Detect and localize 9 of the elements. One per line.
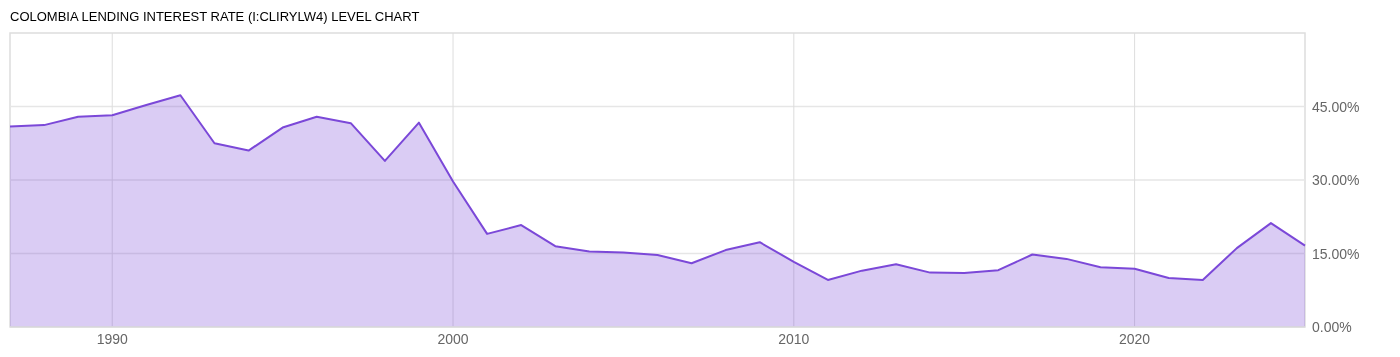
x-tick-label: 2020 <box>1119 331 1151 347</box>
y-tick-label: 15.00% <box>1312 245 1360 262</box>
y-tick-label: 45.00% <box>1312 98 1360 115</box>
chart-title: COLOMBIA LENDING INTEREST RATE (I:CLIRYLW4) LEVEL CHART <box>10 9 420 24</box>
y-tick-label: 0.00% <box>1312 319 1352 335</box>
x-tick-label: 1990 <box>96 331 129 347</box>
x-tick-label: 2010 <box>778 331 810 347</box>
y-tick-label: 30.00% <box>1312 172 1360 188</box>
x-tick-label: 2000 <box>437 331 469 347</box>
